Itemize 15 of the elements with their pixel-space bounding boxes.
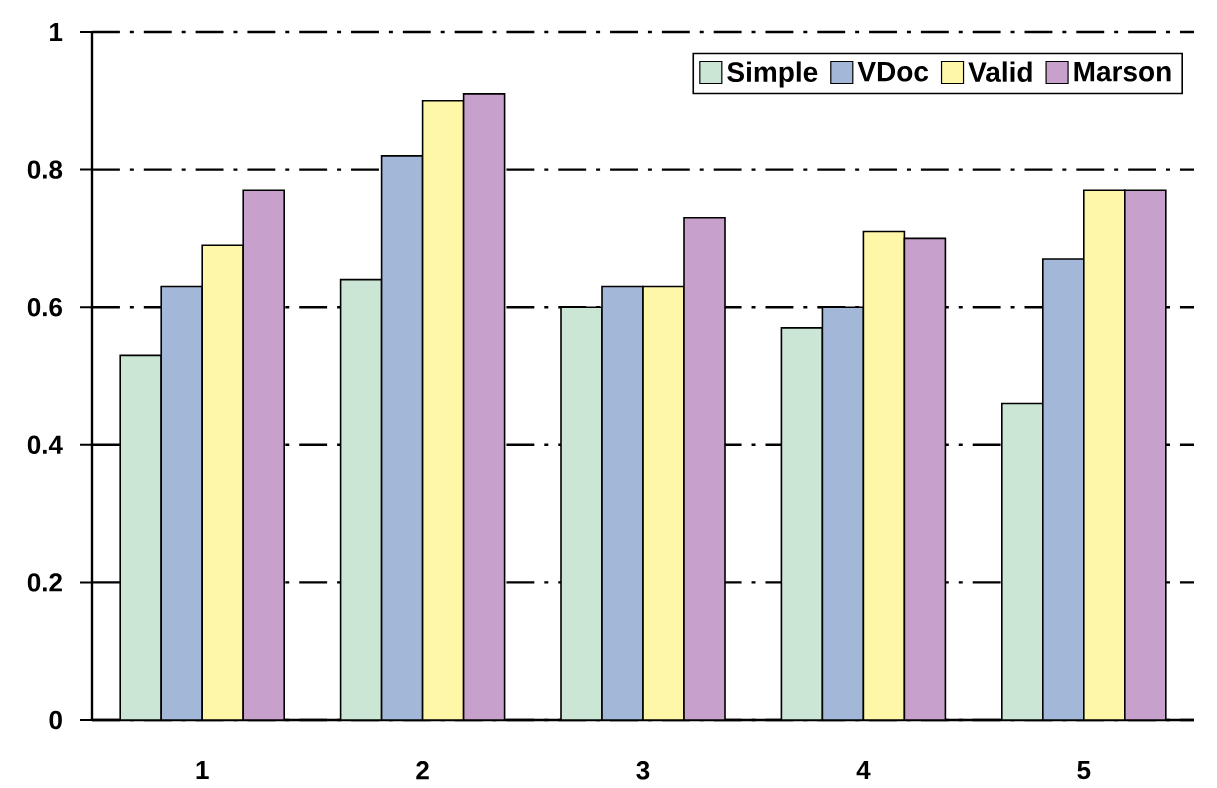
x-tick-label: 2 [416, 761, 429, 780]
legend-label: Simple [727, 61, 818, 88]
y-tick-label: 0.4 [27, 435, 63, 454]
legend-label: Marson [1074, 61, 1171, 82]
y-tick-label: 0.6 [27, 297, 63, 317]
x-tick-label: 1 [196, 761, 209, 779]
y-tick-label: 0.8 [27, 160, 63, 179]
x-tick-label: 5 [1077, 761, 1091, 780]
x-tick-label: 3 [636, 761, 650, 780]
y-tick-label: 1 [50, 23, 63, 41]
y-tick-label: 0 [49, 710, 62, 730]
legend-label: VDoc [857, 61, 929, 82]
legend-label: Valid [968, 61, 1032, 82]
y-tick-label: 0.2 [27, 573, 62, 592]
x-tick-label: 4 [856, 761, 871, 779]
